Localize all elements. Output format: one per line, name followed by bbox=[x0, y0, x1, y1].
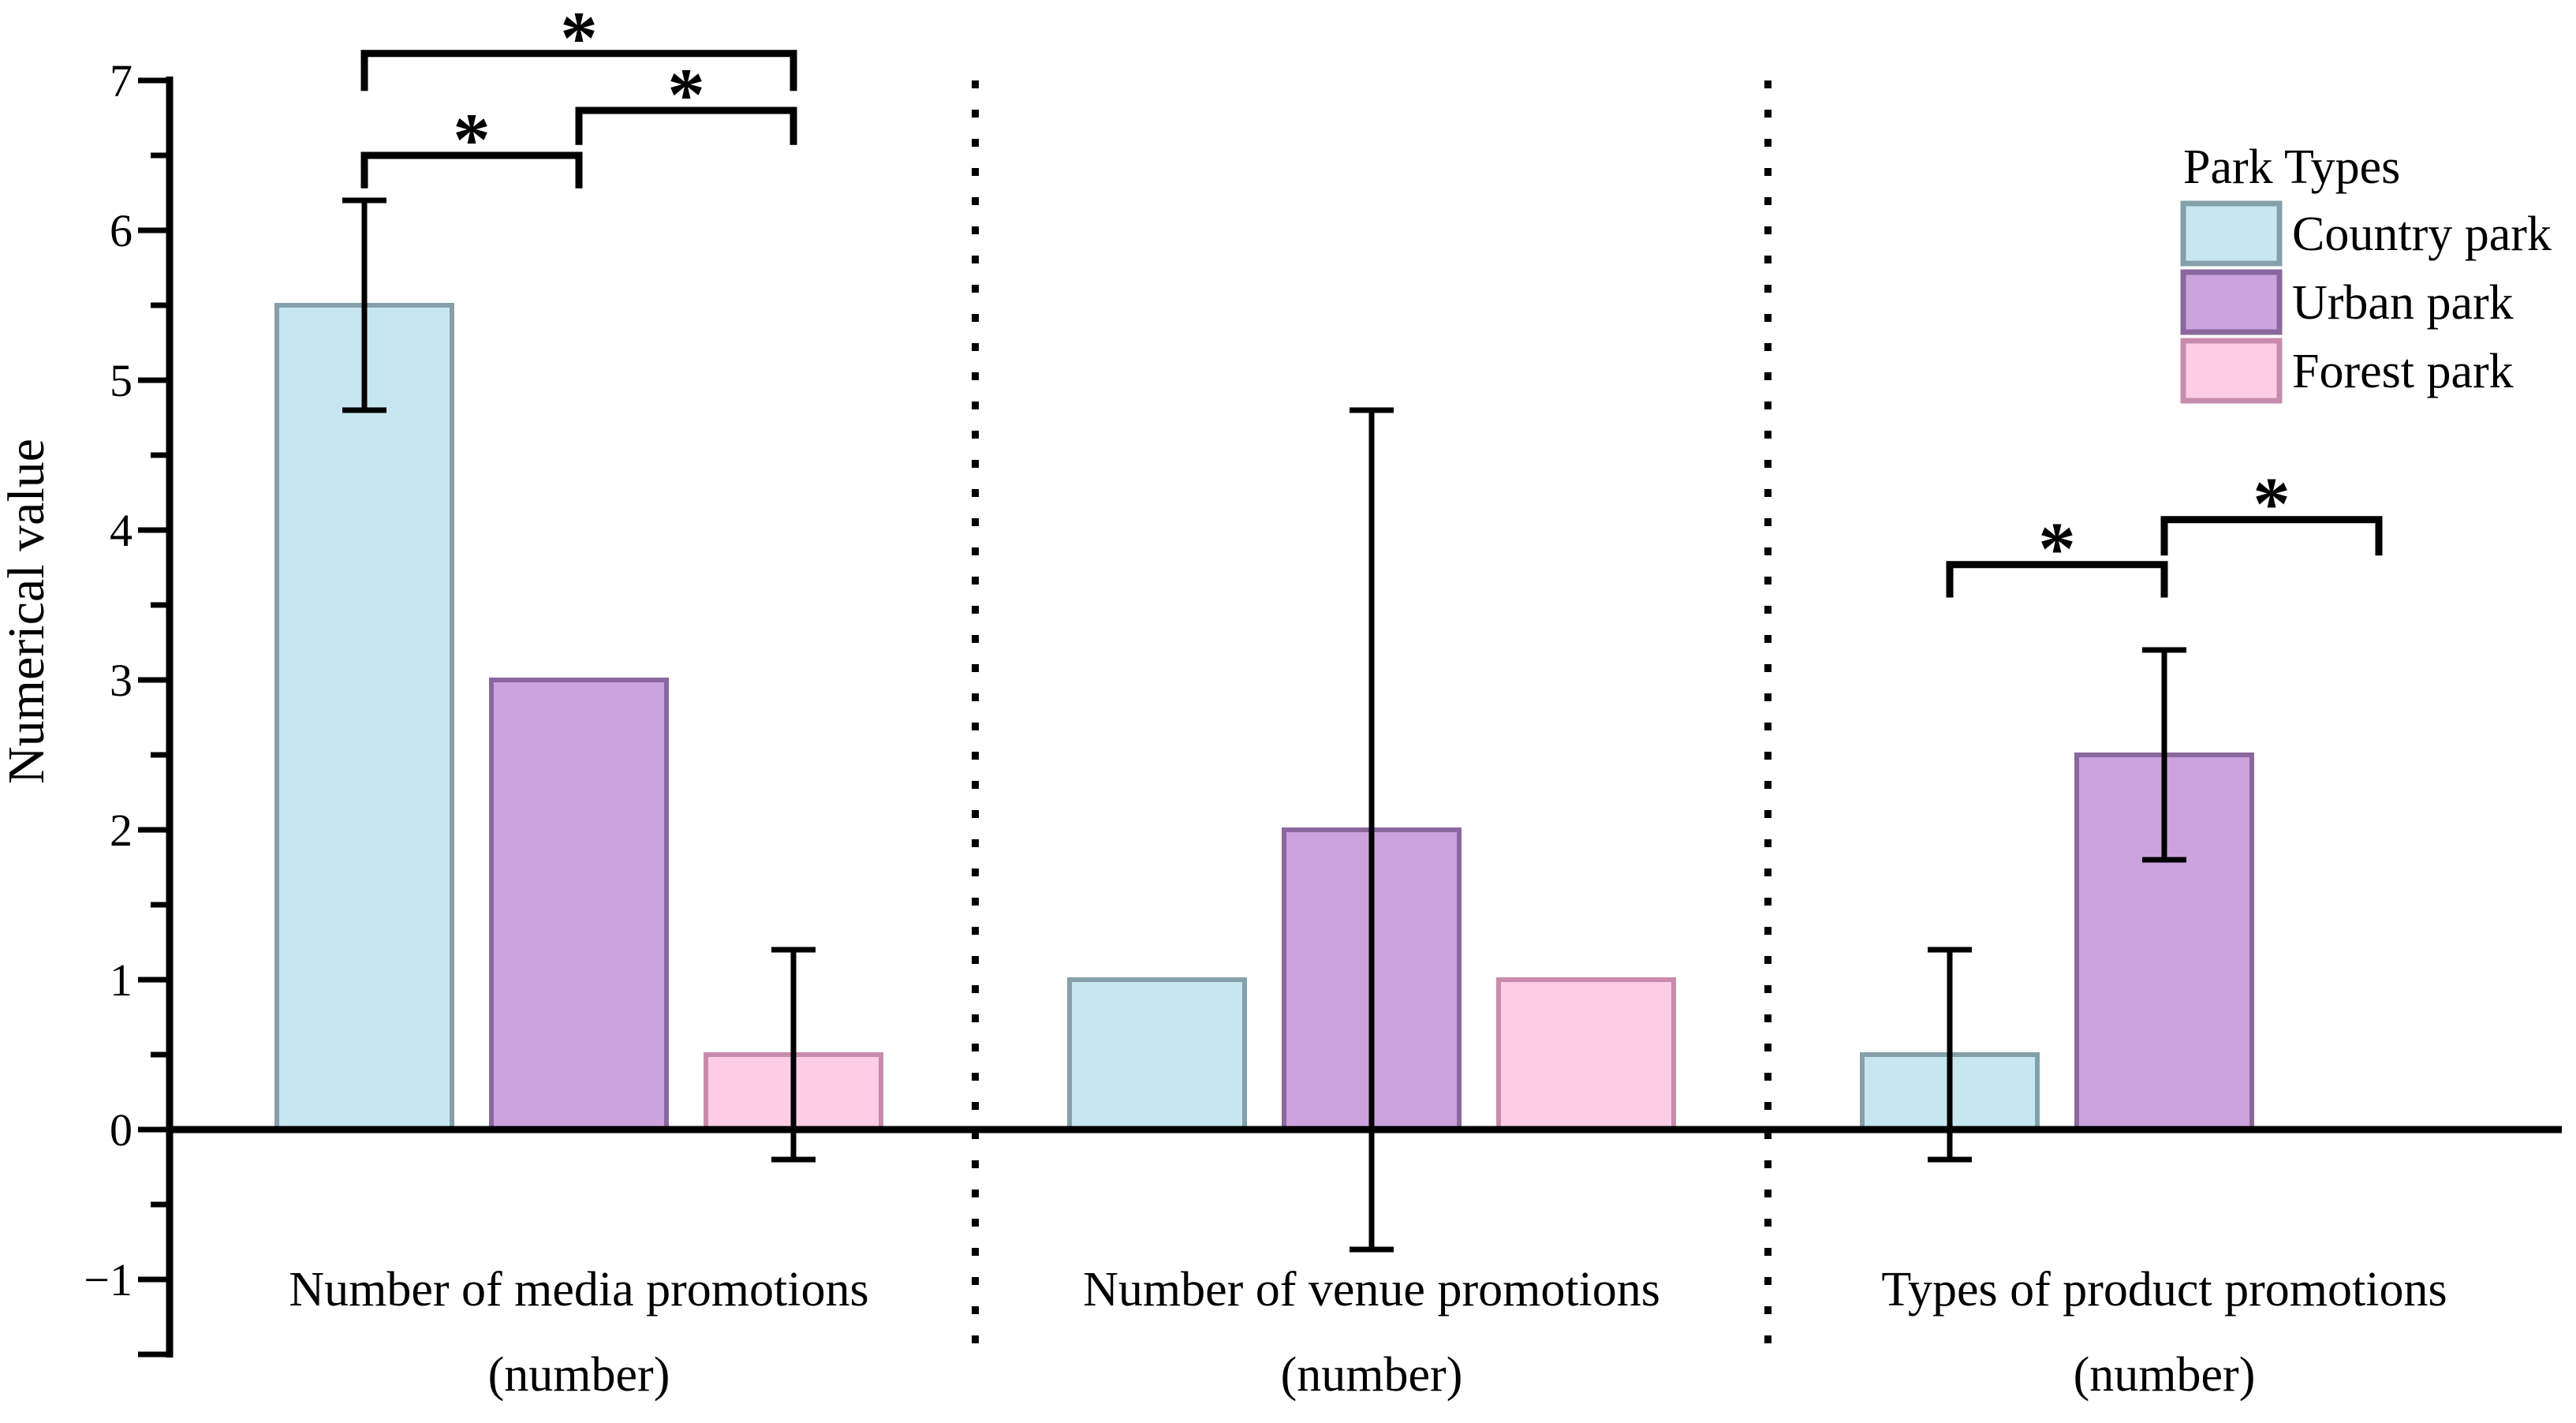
y-tick-label: 5 bbox=[110, 355, 133, 406]
category-label-media-line1: Number of media promotions bbox=[289, 1263, 868, 1317]
category-label-media-line2: (number) bbox=[488, 1348, 670, 1402]
legend-title: Park Types bbox=[2183, 140, 2400, 194]
y-tick-label: 4 bbox=[110, 505, 133, 556]
bar-forest-park bbox=[1496, 977, 1676, 1132]
y-axis-title: Numerical value bbox=[0, 439, 55, 784]
y-tick-label: 1 bbox=[110, 954, 133, 1006]
category-label-product-line2: (number) bbox=[2074, 1348, 2256, 1402]
category-label-product-line1: Types of product promotions bbox=[1881, 1263, 2447, 1317]
legend-label-country-park: Country park bbox=[2292, 207, 2552, 261]
error-bars-layer bbox=[342, 197, 2186, 1253]
legend-swatch-forest-park bbox=[2180, 338, 2283, 404]
y-axis-ticks: 7 6 5 4 3 2 1 0 −1 bbox=[84, 55, 170, 1358]
y-tick-label: 7 bbox=[110, 55, 133, 106]
y-tick-label: 3 bbox=[110, 655, 133, 706]
bar-country-park bbox=[274, 303, 454, 1132]
significance-bracket bbox=[575, 106, 797, 145]
x-category-labels: Number of media promotions (number) Numb… bbox=[289, 1263, 2447, 1402]
bar-country-park bbox=[1067, 977, 1247, 1132]
significance-bracket bbox=[360, 50, 797, 92]
bars-layer bbox=[274, 303, 2254, 1132]
legend-swatch-country-park bbox=[2180, 200, 2283, 267]
y-tick-label: 2 bbox=[110, 805, 133, 856]
significance-asterisk: * bbox=[667, 53, 705, 136]
bar-urban-park bbox=[489, 678, 669, 1132]
y-tick-label: 0 bbox=[110, 1104, 133, 1156]
significance-bracket bbox=[360, 151, 583, 189]
significance-layer: * * * * * bbox=[360, 0, 2383, 598]
legend: Park Types Country park Urban park Fores… bbox=[2180, 140, 2552, 404]
category-label-venue-line2: (number) bbox=[1281, 1348, 1463, 1402]
significance-bracket bbox=[1946, 561, 2168, 598]
significance-asterisk: * bbox=[2253, 462, 2290, 546]
significance-asterisk: * bbox=[560, 0, 598, 80]
legend-label-forest-park: Forest park bbox=[2292, 345, 2514, 398]
significance-asterisk: * bbox=[453, 98, 491, 181]
category-label-venue-line1: Number of venue promotions bbox=[1083, 1263, 1660, 1317]
significance-bracket bbox=[2160, 516, 2383, 556]
significance-asterisk: * bbox=[2038, 507, 2076, 591]
legend-swatch-urban-park bbox=[2180, 269, 2283, 335]
y-tick-label: −1 bbox=[84, 1254, 133, 1305]
y-tick-label: 6 bbox=[110, 205, 133, 256]
legend-label-urban-park: Urban park bbox=[2292, 276, 2514, 330]
